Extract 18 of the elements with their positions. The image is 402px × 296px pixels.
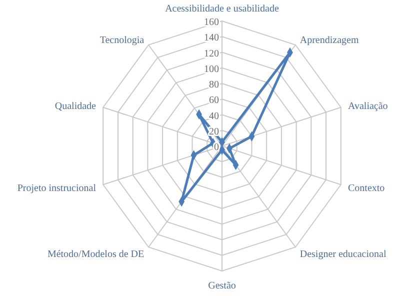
spoke-label: Tecnologia: [100, 34, 145, 46]
y-tick-label: 160: [204, 17, 219, 28]
spoke-label: Contexto: [348, 182, 385, 194]
spoke-label: Projeto instrucional: [17, 182, 96, 194]
spoke-label: Aprendizagem: [300, 34, 359, 46]
y-tick-label: 120: [204, 48, 219, 60]
spoke-label: Método/Modelos de DE: [47, 249, 144, 260]
spoke-label: Qualidade: [54, 101, 97, 112]
spoke-label: Designer educacional: [300, 249, 386, 260]
y-tick-label: 60: [209, 95, 219, 106]
y-tick-label: 40: [209, 110, 219, 122]
y-tick-label: 140: [204, 32, 219, 44]
spoke-label: Avaliação: [348, 101, 388, 112]
spoke-label: Gestão: [208, 280, 236, 292]
y-tick-label: 80: [209, 80, 219, 90]
spoke-label: Acessibilidade e usabilidade: [165, 4, 280, 14]
y-tick-label: 100: [204, 64, 219, 75]
y-tick-label: 0: [214, 142, 219, 153]
